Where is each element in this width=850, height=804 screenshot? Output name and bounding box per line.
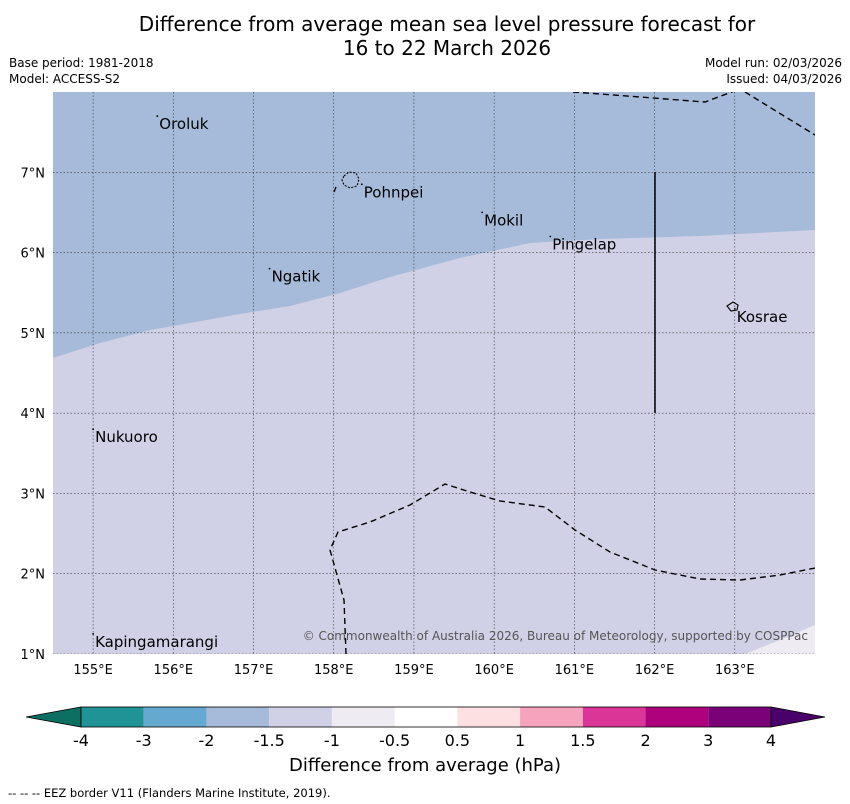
issued-date: Issued: 04/03/2026 [726,72,842,86]
map-plot-area: Oroluk Pohnpei Mokil Pingelap Ngatik Kosrae Nu… [53,92,815,654]
colorbar-tick-label: 0.5 [445,731,470,750]
place-marker [481,211,484,214]
lon-tick-label: 163°E [715,663,755,678]
meta-right: Model run: 02/03/2026 Issued: 04/03/2026 [705,55,842,87]
colorbar-tick-label: -1.5 [254,731,285,750]
place-marker [360,183,363,186]
place-marker [549,235,552,238]
lat-tick-label: 6°N [21,247,46,262]
lon-tick-label: 162°E [635,663,675,678]
lon-tick-label: 161°E [555,663,595,678]
place-label: Pingelap [552,236,616,254]
place-label: Ngatik [272,268,321,286]
colorbar-swatch [520,707,583,727]
colorbar-tick-label: -3 [136,731,152,750]
title-line-1: Difference from average mean sea level p… [138,12,756,36]
colorbar-over-extension [770,706,826,728]
pressure-band-lower [53,92,815,358]
colorbar-swatch [143,707,207,727]
place-labels: Oroluk Pohnpei Mokil Pingelap Ngatik Kosrae Nu… [92,115,787,651]
lon-tick-label: 159°E [394,663,434,678]
graticule [53,92,815,654]
colorbar-tick-label: 1 [515,731,525,750]
eez-border-north [572,92,815,136]
colorbar-under-extension [25,706,82,728]
colorbar-swatch [394,707,458,727]
kosrae-island [726,301,739,312]
map-credit: © Commonwealth of Australia 2026, Bureau… [303,629,808,643]
eez-borders [329,92,815,654]
lat-tick-label: 1°N [21,648,46,663]
colorbar: -4 -3 -2 -1.5 -1 -0.5 0.5 1 1.5 2 3 4 [25,706,826,750]
colorbar-tick-label: 3 [703,731,713,750]
lat-tick-label: 4°N [21,407,46,422]
colorbar-swatch [645,707,709,727]
meta-left: Base period: 1981-2018 Model: ACCESS-S2 [9,55,154,87]
place-label: Oroluk [159,115,208,133]
lon-tick-label: 158°E [314,663,354,678]
colorbar-swatch [708,707,771,727]
colorbar-title: Difference from average (hPa) [288,755,562,776]
colorbar-swatch [331,707,395,727]
colorbar-tick-label: 4 [766,731,776,750]
colorbar-frame [80,706,772,728]
lat-tick-label: 5°N [21,327,46,342]
colorbar-swatch [269,707,332,727]
lat-tick-label: 3°N [21,487,46,502]
lon-tick-label: 155°E [73,663,113,678]
colorbar-swatch [206,707,270,727]
axis-ticks: 155°E 156°E 157°E 158°E 159°E 160°E 161°E 162°E… [21,166,755,678]
colorbar-tick-label: -2 [198,731,214,750]
place-label: Pohnpei [364,183,424,201]
colorbar-swatch [457,707,521,727]
place-marker [92,633,95,635]
lat-tick-label: 7°N [21,166,46,181]
lon-tick-label: 160°E [474,663,514,678]
colorbar-swatch [582,707,646,727]
lat-tick-label: 2°N [21,568,46,583]
eez-border-fragment [333,186,337,193]
colorbar-swatch [81,707,144,727]
model-run: Model run: 02/03/2026 [704,56,842,70]
lon-tick-label: 157°E [234,663,274,678]
colorbar-tick-label: 1.5 [570,731,595,750]
colorbar-tick-label: -1 [324,731,340,750]
pressure-band-upper [745,625,815,654]
base-period: Base period: 1981-2018 [9,56,154,70]
place-label: Nukuoro [95,428,158,446]
colorbar-tick-label: -4 [73,731,89,750]
place-marker [268,267,271,270]
place-label: Kosrae [737,308,788,326]
colorbar-tick-label: -0.5 [379,731,410,750]
place-marker [733,307,736,310]
title-line-2: 16 to 22 March 2026 [342,36,552,60]
place-label: Mokil [484,211,523,229]
eez-footnote: -- -- -- EEZ border V11 (Flanders Marine… [8,786,331,800]
lon-tick-label: 156°E [154,663,194,678]
place-marker [92,428,95,431]
colorbar-tick-label: 2 [640,731,650,750]
place-label: Kapingamarangi [95,633,218,651]
pohnpei-island [341,171,360,189]
eez-border-south [329,483,815,654]
place-marker [156,115,159,117]
model-name: Model: ACCESS-S2 [9,72,121,86]
